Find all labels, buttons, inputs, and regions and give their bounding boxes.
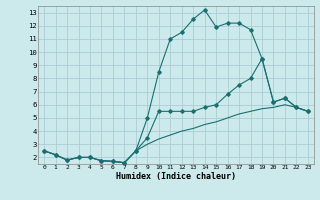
X-axis label: Humidex (Indice chaleur): Humidex (Indice chaleur) xyxy=(116,172,236,181)
